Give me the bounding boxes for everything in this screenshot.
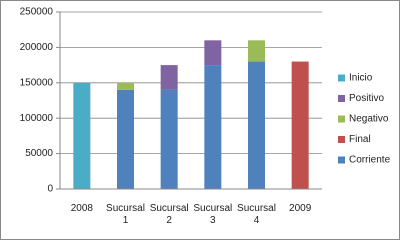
bar [117,89,134,189]
y-tick-label: 50000 [25,148,53,159]
legend-swatch [338,136,345,143]
y-tick-label: 200000 [20,42,54,53]
y-tick-label: 100000 [20,113,54,124]
bar [204,40,222,66]
x-tick-label: Sucursal 3 [193,203,233,226]
bar [160,89,178,189]
y-tick-label: 250000 [20,7,54,18]
bar [291,61,309,190]
bar [204,65,222,189]
y-tick-label: 150000 [20,77,54,88]
legend-swatch [338,156,345,164]
x-tick-label: Sucursal 1 [106,203,145,226]
legend-label: Positivo [349,93,384,104]
legend-swatch [338,95,345,102]
legend-label: Inicio [349,73,373,84]
y-tick-label: 0 [47,184,53,195]
bar [117,82,134,90]
legend-label: Corriente [349,155,391,166]
x-tick-label: 2008 [70,203,93,214]
bar [73,82,91,189]
legend-swatch [338,115,345,123]
bar [248,61,265,190]
legend-label: Negativo [349,114,389,125]
legend-label: Final [349,134,371,145]
x-tick-label: Sucursal 2 [149,203,189,226]
x-tick-label: Sucursal 4 [237,203,276,226]
bar [160,65,178,90]
x-tick-label: 2009 [289,203,312,214]
bar [248,40,265,62]
legend-swatch [338,74,345,82]
